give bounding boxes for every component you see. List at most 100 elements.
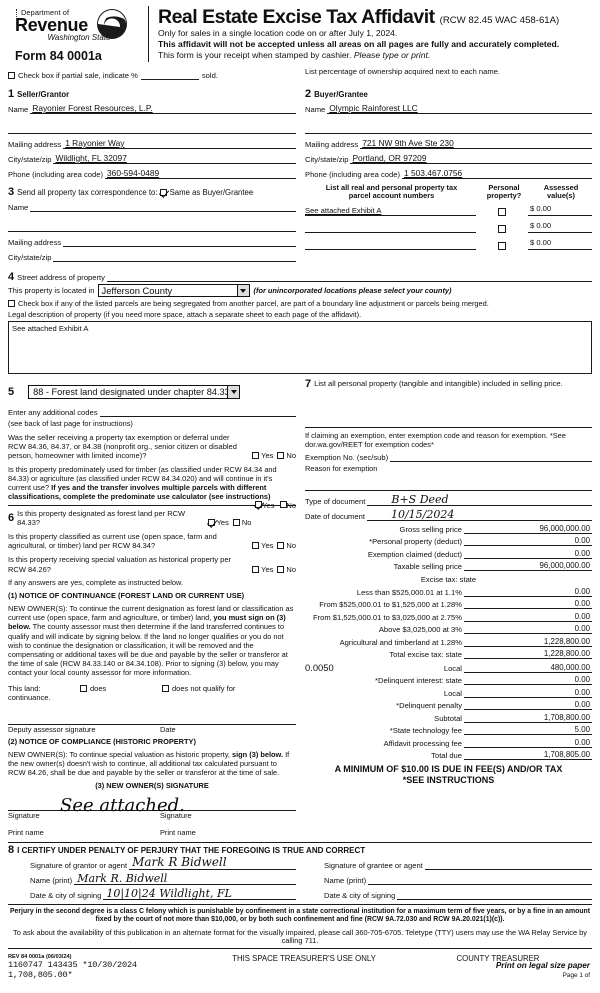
local-tax-value[interactable]: 480,000.00 (518, 663, 592, 673)
parcel-number-input[interactable] (305, 221, 476, 233)
buyer-name-input[interactable]: Olympic Rainforest LLC (327, 102, 592, 114)
county-treasurer-label: COUNTY TREASURER (456, 954, 540, 964)
print-legal-note: Print on legal size paper Page 1 of (496, 961, 590, 979)
seller-phone-input[interactable]: 360-594-0489 (105, 167, 296, 179)
delinquent-penalty-row: *Delinquent penalty 0.00 (305, 700, 592, 711)
s6-q1-no-checkbox[interactable] (232, 519, 240, 527)
seller-citystatezip-input[interactable]: Wildlight, FL 32097 (53, 152, 296, 164)
land-use-code-select[interactable]: 88 - Forest land designated under chapte… (28, 385, 241, 399)
buyer-phone-input[interactable]: 1 503.467.0756 (402, 167, 592, 179)
notice-3-title: (3) NEW OWNER(S) SIGNATURE (95, 780, 209, 790)
local-rate-value[interactable]: 0.0050 (305, 661, 334, 673)
personal-property-checkbox[interactable] (498, 241, 506, 250)
ag-timberland-value[interactable]: 1,228,800.00 (518, 637, 592, 647)
land-does-qualify-checkbox[interactable] (80, 684, 87, 692)
leader-line (464, 612, 518, 622)
delinquent-penalty-value[interactable]: 0.00 (518, 700, 592, 711)
assessed-value-input[interactable]: $ 0.00 (528, 204, 592, 216)
personal-property-checkbox[interactable] (498, 207, 506, 216)
exemption-no-input[interactable] (390, 450, 592, 463)
taxable-selling-price-row: Taxable selling price 96,000,000.00 (305, 561, 592, 572)
state-technology-fee-row: *State technology fee 5.00 (305, 725, 592, 736)
state-technology-fee-value[interactable]: 5.00 (518, 725, 592, 736)
page-title: Real Estate Excise Tax Affidavit (158, 6, 435, 28)
bracket-3-value[interactable]: 0.00 (518, 612, 592, 622)
section-8-title: I CERTIFY UNDER PENALTY OF PERJURY THAT … (17, 845, 366, 855)
s6-q3-yes-checkbox[interactable] (252, 565, 260, 573)
delinquent-interest-local-value[interactable]: 0.00 (518, 688, 592, 698)
grantor-signature-input[interactable]: Mark R Bidwell (129, 855, 296, 870)
s5-q2-no-checkbox[interactable] (279, 501, 287, 509)
total-due-value[interactable]: 1,708,805.00 (518, 750, 592, 761)
seller-address-input[interactable]: 1 Rayonier Way (63, 137, 296, 149)
total-excise-state-value[interactable]: 1,228,800.00 (518, 649, 592, 660)
parcel-number-input[interactable]: See attached Exhibit A (305, 204, 476, 216)
affidavit-processing-fee-value[interactable]: 0.00 (518, 738, 592, 748)
corr-address-input[interactable] (63, 235, 296, 247)
assessed-value-value: $ 0.00 (530, 220, 552, 230)
street-address-input[interactable] (106, 270, 592, 282)
legal-description-input[interactable]: See attached Exhibit A (8, 321, 592, 374)
partial-sale-percent-input[interactable] (140, 71, 199, 80)
section-6-question-3: Is this property receiving special valua… (8, 555, 296, 573)
new-owner-signature-input[interactable] (8, 797, 296, 811)
same-as-buyer-checkbox[interactable] (159, 188, 167, 196)
personal-property-deduct-value[interactable]: 0.00 (518, 536, 592, 547)
buyer-citystatezip-input[interactable]: Portland, OR 97209 (350, 152, 592, 164)
bracket-2-value[interactable]: 0.00 (518, 599, 592, 610)
subtotal-value[interactable]: 1,708,800.00 (518, 713, 592, 723)
s6-q1-no-label: No (241, 518, 252, 528)
s5-q1-no-checkbox[interactable] (277, 452, 285, 460)
notice-1-body: NEW OWNER(S): To continue the current de… (8, 604, 296, 678)
taxable-selling-price-value[interactable]: 96,000,000.00 (518, 561, 592, 572)
grantee-signature-input[interactable] (424, 858, 592, 870)
partial-sale-checkbox[interactable] (8, 72, 15, 79)
seller-name-line-2[interactable] (8, 121, 296, 134)
delinquent-interest-state-value[interactable]: 0.00 (518, 675, 592, 686)
corr-name-input[interactable] (30, 200, 296, 212)
chevron-down-icon[interactable] (236, 285, 249, 296)
s6-q2-yes-checkbox[interactable] (252, 542, 260, 550)
personal-property-input[interactable] (305, 415, 592, 428)
deputy-assessor-signature-input[interactable] (8, 711, 296, 725)
county-select[interactable]: Jefferson County (97, 284, 250, 297)
document-date-input[interactable]: 10/15/2024 (366, 508, 592, 522)
grantor-date-input[interactable]: 10|10|24 Wildlight, FL (103, 887, 296, 900)
land-does-not-qualify-checkbox[interactable] (162, 684, 169, 692)
parcel-number-input[interactable] (305, 238, 476, 250)
buyer-address-input[interactable]: 721 NW 9th Ave Ste 230 (360, 137, 592, 149)
seller-name-input[interactable]: Rayonier Forest Resources, L.P. (30, 102, 296, 114)
subtotal-label: Subtotal (434, 713, 462, 723)
segregated-parcels-checkbox[interactable] (8, 300, 15, 307)
department-label: Department of (21, 8, 70, 17)
assessed-value-input[interactable]: $ 0.00 (528, 221, 592, 233)
grantee-date-input[interactable] (397, 888, 592, 900)
s6-q1-yes-checkbox[interactable] (207, 519, 215, 527)
corr-citystatezip-input[interactable] (53, 250, 296, 262)
local-tax-label: Local (443, 663, 462, 673)
additional-codes-input[interactable] (99, 405, 296, 417)
s6-q3-no-checkbox[interactable] (277, 565, 285, 573)
chevron-down-icon[interactable] (227, 386, 240, 398)
personal-property-checkbox[interactable] (498, 224, 506, 233)
grantor-printname-input[interactable]: Mark R. Bidwell (74, 872, 296, 885)
document-type-input[interactable]: B+S Deed (367, 493, 592, 507)
gross-selling-price-value[interactable]: 96,000,000.00 (518, 524, 592, 534)
this-land-row: This land: does does not qualify for (8, 684, 296, 693)
notice-2-c: If the new owner(s) doesn't wish to cont… (8, 749, 290, 778)
bracket-1-value[interactable]: 0.00 (518, 587, 592, 597)
exemption-reason-input[interactable] (305, 473, 592, 485)
affidavit-processing-fee-row: Affidavit processing fee 0.00 (305, 738, 592, 748)
grantee-printname-input[interactable] (368, 873, 592, 885)
buyer-name-line-2[interactable] (305, 121, 592, 134)
leader-line (464, 663, 518, 673)
grantee-signature-row: Signature of grantee or agent (324, 858, 592, 870)
exemption-claimed-value[interactable]: 0.00 (518, 549, 592, 559)
s5-q1-yes-checkbox[interactable] (252, 452, 260, 460)
s6-q2-no-checkbox[interactable] (277, 542, 285, 550)
s5-q2-yes-checkbox[interactable] (255, 501, 263, 509)
corr-name-line-2[interactable] (8, 219, 296, 232)
bracket-4-value[interactable]: 0.00 (518, 624, 592, 635)
assessed-value-input[interactable]: $ 0.00 (528, 238, 592, 250)
